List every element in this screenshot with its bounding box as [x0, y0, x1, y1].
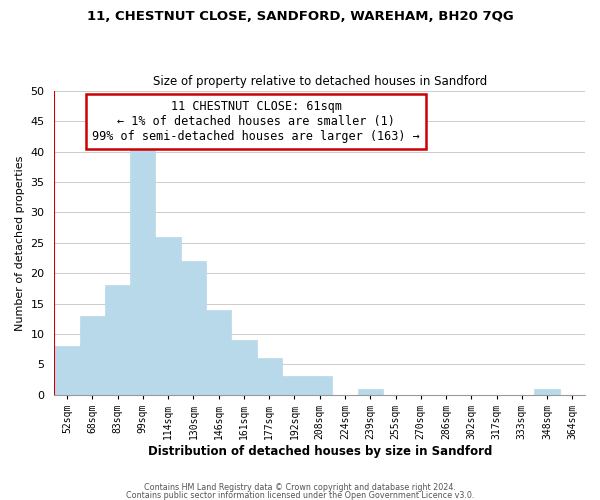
Y-axis label: Number of detached properties: Number of detached properties: [15, 155, 25, 330]
Text: 11 CHESTNUT CLOSE: 61sqm
← 1% of detached houses are smaller (1)
99% of semi-det: 11 CHESTNUT CLOSE: 61sqm ← 1% of detache…: [92, 100, 420, 143]
Title: Size of property relative to detached houses in Sandford: Size of property relative to detached ho…: [152, 76, 487, 88]
Bar: [181, 261, 206, 394]
Bar: [55, 346, 80, 395]
Bar: [130, 146, 155, 394]
Bar: [307, 376, 332, 394]
Bar: [231, 340, 257, 394]
Bar: [105, 286, 130, 395]
Text: 11, CHESTNUT CLOSE, SANDFORD, WAREHAM, BH20 7QG: 11, CHESTNUT CLOSE, SANDFORD, WAREHAM, B…: [86, 10, 514, 23]
Bar: [257, 358, 282, 395]
Text: Contains public sector information licensed under the Open Government Licence v3: Contains public sector information licen…: [126, 490, 474, 500]
Bar: [206, 310, 231, 394]
Bar: [155, 237, 181, 394]
Bar: [358, 388, 383, 394]
Bar: [535, 388, 560, 394]
Text: Contains HM Land Registry data © Crown copyright and database right 2024.: Contains HM Land Registry data © Crown c…: [144, 484, 456, 492]
Bar: [282, 376, 307, 394]
Bar: [80, 316, 105, 394]
X-axis label: Distribution of detached houses by size in Sandford: Distribution of detached houses by size …: [148, 444, 492, 458]
